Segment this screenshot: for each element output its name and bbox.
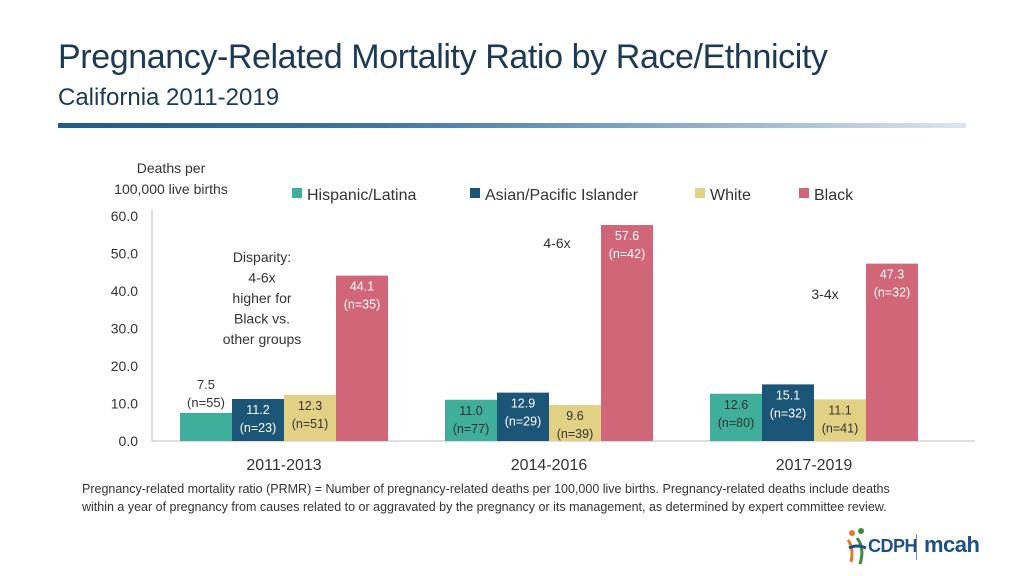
bar-n-label: (n=35) xyxy=(344,298,380,312)
logo-mcah-text: mcah xyxy=(924,532,980,557)
bar-value-label: 12.3 xyxy=(298,399,322,413)
bar-n-label: (n=29) xyxy=(505,415,541,429)
legend-swatch-2 xyxy=(695,188,705,198)
bar-n-label: (n=32) xyxy=(874,286,910,300)
y-tick-label: 40.0 xyxy=(111,283,138,299)
footnote: Pregnancy-related mortality ratio (PRMR)… xyxy=(82,482,890,514)
bar-n-label: (n=42) xyxy=(609,247,645,261)
bar-value-label: 11.2 xyxy=(246,403,269,417)
legend-swatch-1 xyxy=(470,188,480,198)
legend-label-1: Asian/Pacific Islander xyxy=(485,187,639,204)
bar-3-1 xyxy=(601,225,653,441)
x-category-label: 2014-2016 xyxy=(511,457,588,474)
logo-separator xyxy=(916,534,917,560)
page-subtitle: California 2011-2019 xyxy=(58,84,280,111)
bar-value-label: 11.0 xyxy=(459,404,482,418)
bar-0-1 xyxy=(445,399,497,441)
y-tick-label: 30.0 xyxy=(111,321,138,337)
y-tick-label: 0.0 xyxy=(119,433,139,449)
bar-1-0 xyxy=(232,399,284,441)
bar-n-label: (n=77) xyxy=(453,422,489,436)
bar-value-label: 47.3 xyxy=(880,268,904,282)
bar-value-label: 57.6 xyxy=(615,229,639,243)
bar-n-label: (n=41) xyxy=(822,421,858,435)
x-category-label: 2017-2019 xyxy=(776,457,853,474)
bar-n-label: (n=32) xyxy=(770,406,806,420)
disparity-annotation-line: Black vs. xyxy=(234,311,290,327)
title-divider xyxy=(58,123,966,128)
y-tick-label: 10.0 xyxy=(111,396,138,412)
y-tick-label: 50.0 xyxy=(111,246,138,262)
disparity-annotation-line: higher for xyxy=(232,290,291,306)
bar-value-label: 15.1 xyxy=(776,388,800,402)
bar-value-label: 9.6 xyxy=(566,409,583,423)
legend-label-2: White xyxy=(710,187,751,204)
bar-2-2 xyxy=(814,399,866,441)
disparity-annotation-line: Disparity: xyxy=(233,249,291,265)
disparity-annotation-line: other groups xyxy=(223,331,302,347)
y-tick-label: 60.0 xyxy=(111,208,138,224)
bar-n-label: (n=51) xyxy=(292,417,328,431)
y-axis-label-line-1: Deaths per xyxy=(137,160,206,176)
bar-value-label: 7.5 xyxy=(197,377,215,392)
bar-n-label: (n=55) xyxy=(187,395,225,410)
bar-0-0 xyxy=(180,412,232,441)
x-category-label: 2011-2013 xyxy=(246,457,321,474)
bar-0-2 xyxy=(710,393,762,441)
legend-swatch-0 xyxy=(292,188,302,198)
y-tick-label: 20.0 xyxy=(111,358,138,374)
mortality-ratio-chart: Deaths per 100,000 live births 0.0 10.0 20.0… xyxy=(111,160,975,474)
logo-cdph-text: CDPH xyxy=(868,536,918,556)
cdph-mcah-logo: CDPH mcah xyxy=(846,524,986,568)
bar-2-0 xyxy=(284,394,336,441)
bar-value-label: 12.6 xyxy=(724,398,748,412)
legend-label-3: Black xyxy=(814,187,854,204)
bar-1-2 xyxy=(762,384,814,441)
bar-3-0 xyxy=(336,275,388,441)
bar-n-label: (n=39) xyxy=(557,427,593,441)
group2-disparity-annotation: 4-6x xyxy=(543,235,570,251)
page-title: Pregnancy-Related Mortality Ratio by Rac… xyxy=(58,38,828,76)
bar-value-label: 11.1 xyxy=(828,403,851,417)
legend-label-0: Hispanic/Latina xyxy=(307,187,417,204)
group3-disparity-annotation: 3-4x xyxy=(811,286,838,302)
disparity-annotation-line: 4-6x xyxy=(248,270,275,286)
bar-value-label: 12.9 xyxy=(511,397,535,411)
legend-swatch-3 xyxy=(799,188,809,198)
bar-n-label: (n=23) xyxy=(240,421,276,435)
bar-n-label: (n=80) xyxy=(718,416,754,430)
bar-1-1 xyxy=(497,392,549,441)
bar-2-1 xyxy=(549,405,601,441)
family-figures-icon xyxy=(846,528,867,565)
y-axis-label-line-2: 100,000 live births xyxy=(114,181,228,197)
bar-value-label: 44.1 xyxy=(350,280,374,294)
bar-3-2 xyxy=(866,263,918,441)
